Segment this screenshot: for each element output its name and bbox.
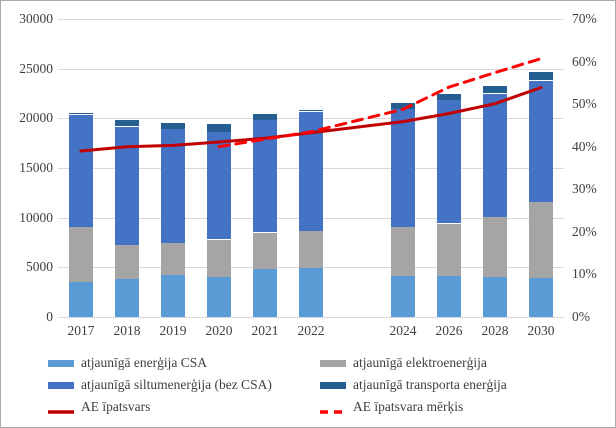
legend-swatch-series-1 [320,359,346,367]
y-axis-tick-left: 5000 [26,259,53,275]
bar-segment-2030 [529,72,553,80]
bar-segment-2028 [483,216,507,277]
legend-item: atjaunīgā transporta enerģija [320,374,507,396]
y-axis-tick-left: 30000 [19,11,53,26]
legend-label: AE īpatsvara mērķis [353,399,464,414]
bar-segment-2026 [437,100,461,223]
bar-segment-2020 [207,240,231,277]
bar-segment-2020 [207,276,231,317]
bar-segment-2019 [161,275,185,317]
bar-segment-2020 [207,124,231,132]
y-axis-tick-left: 20000 [19,110,53,126]
legend-item: atjaunīgā enerģija CSA [48,352,272,374]
grid-line [58,69,564,70]
bar-segment-2018 [115,120,139,126]
legend-swatch-series-3 [320,381,346,389]
bar-segment-2026 [437,94,461,100]
x-axis-tick: 2021 [251,323,279,338]
legend-label: atjaunīgā elektroenerģija [353,355,487,370]
bar-segment-2021 [253,269,277,317]
bar-segment-2022 [299,110,323,111]
y-axis-tick-right: 70% [572,11,597,26]
x-axis-tick: 2028 [481,323,509,338]
legend-item: AE īpatsvara mērķis [320,396,507,418]
bar-segment-2018 [115,244,139,279]
bar-segment-2021 [253,233,277,269]
bar-segment-2022 [299,268,323,317]
y-axis-tick-right: 20% [572,223,597,239]
bar-segment-2017 [69,227,93,282]
x-axis-tick: 2022 [297,323,325,338]
legend-dashed-line-swatch [320,403,346,414]
bar-segment-2021 [253,114,277,120]
bar-segment-2022 [299,231,323,268]
legend-item: atjaunīgā siltumenerģija (bez CSA) [48,374,272,396]
bar-segment-2030 [529,81,553,202]
y-axis-tick-left: 25000 [19,60,53,76]
y-axis-tick-right: 0% [572,309,590,324]
y-axis-tick-right: 60% [572,53,597,69]
bar-segment-2022 [299,112,323,231]
y-axis-tick-right: 50% [572,96,597,112]
y-axis-tick-left: 15000 [19,160,53,175]
bar-segment-2024 [391,103,415,109]
x-axis-tick: 2018 [113,323,141,338]
y-axis-tick-left: 10000 [19,209,53,225]
legend-label: atjaunīgā enerģija CSA [81,355,207,370]
y-axis-tick-right: 30% [572,181,597,197]
y-axis-tick-right: 10% [572,266,597,282]
x-axis-tick: 2017 [67,323,95,338]
legend-label: atjaunīgā transporta enerģija [353,377,507,392]
x-axis-tick: 2030 [527,323,555,338]
bar-segment-2024 [391,276,415,317]
bar-segment-2026 [437,224,461,276]
bar-segment-2019 [161,243,185,275]
y-axis-tick-left: 0 [46,309,53,324]
bar-segment-2019 [161,123,185,129]
legend-swatch-series-2 [48,381,74,389]
bar-segment-2030 [529,201,553,278]
bar-segment-2028 [483,94,507,217]
y-axis-tick-right: 40% [572,138,597,154]
legend-swatch-series-0 [48,359,74,367]
bar-segment-2017 [69,113,93,114]
legend-column: atjaunīgā enerģija CSA atjaunīgā siltumen… [48,352,272,418]
x-axis-tick: 2020 [205,323,233,338]
bar-segment-2026 [437,276,461,317]
legend-item: atjaunīgā elektroenerģija [320,352,507,374]
x-axis-tick: 2026 [435,323,463,338]
legend-label: atjaunīgā siltumenerģija (bez CSA) [81,377,272,392]
bar-segment-2017 [69,115,93,227]
legend-column: atjaunīgā elektroenerģija atjaunīgā trans… [320,352,507,418]
bar-segment-2017 [69,281,93,317]
bar-segment-2020 [207,132,231,239]
x-axis-tick: 2019 [159,323,187,338]
bar-segment-2018 [115,127,139,245]
bar-segment-2028 [483,277,507,317]
bar-segment-2028 [483,86,507,93]
legend-label: AE īpatsvars [81,399,151,414]
bar-segment-2018 [115,279,139,317]
bar-segment-2024 [391,109,415,227]
legend-item: AE īpatsvars [48,396,272,418]
bar-segment-2019 [161,129,185,243]
x-axis-tick: 2024 [389,323,417,338]
grid-line [58,317,564,318]
bar-segment-2030 [529,278,553,317]
bar-segment-2021 [253,120,277,232]
grid-line [58,19,564,20]
bar-segment-2024 [391,227,415,276]
legend-solid-line-swatch [48,403,74,414]
